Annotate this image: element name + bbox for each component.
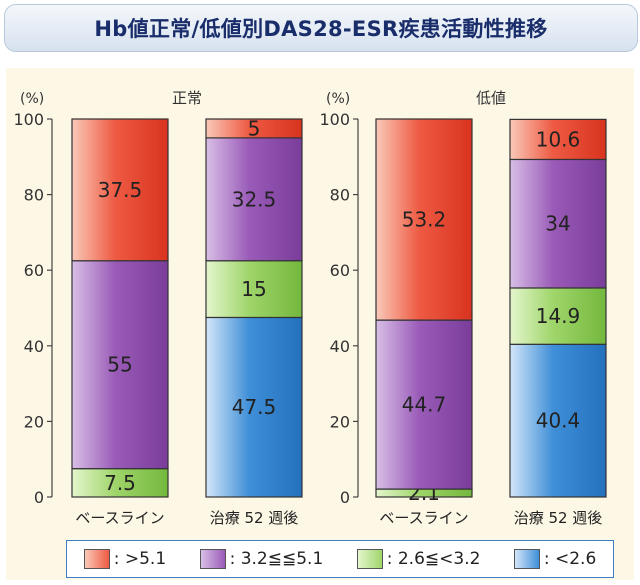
x-category-label: ベースライン <box>75 509 164 527</box>
data-label: 15 <box>241 277 266 301</box>
y-tick-label: 60 <box>24 261 44 280</box>
legend-swatch-remission <box>513 549 540 569</box>
legend-label-moderate: : 3.2≦≦5.1 <box>229 549 324 569</box>
data-label: 10.6 <box>536 127 581 151</box>
y-tick-label: 20 <box>330 412 350 431</box>
chart-title: Hb値正常/低値別DAS28-ESR疾患活動性推移 <box>4 4 638 52</box>
y-tick-label: 40 <box>24 337 44 356</box>
data-label: 44.7 <box>402 393 447 417</box>
legend-swatch-moderate <box>199 549 226 569</box>
legend-item-remission: : <2.6 <box>513 549 597 569</box>
bar-segment-remission <box>205 316 303 498</box>
bar-segment-high <box>375 118 473 321</box>
bar-segment-moderate <box>375 319 473 490</box>
legend-label-remission: : <2.6 <box>543 549 597 569</box>
y-tick-label: 100 <box>319 110 350 129</box>
data-label: 40.4 <box>536 409 581 433</box>
data-label: 14.9 <box>536 304 581 328</box>
legend-label-low: : 2.6≦<3.2 <box>386 549 481 569</box>
panel-title: 正常 <box>172 89 202 107</box>
y-axis-unit: (%) <box>20 91 44 107</box>
bar-segment-moderate <box>205 137 303 262</box>
x-category-label: ベースライン <box>379 509 468 527</box>
data-label: 53.2 <box>402 208 447 232</box>
data-label: 32.5 <box>232 187 277 211</box>
data-label: 5 <box>248 116 261 140</box>
legend-label-high: : >5.1 <box>113 549 167 569</box>
x-category-label: 治療 52 週後 <box>514 509 603 527</box>
legend-item-moderate: : 3.2≦≦5.1 <box>199 549 324 569</box>
bar-segment-high <box>205 118 303 139</box>
legend-swatch-low <box>356 549 383 569</box>
x-category-label: 治療 52 週後 <box>210 509 299 527</box>
data-label: 37.5 <box>98 178 143 202</box>
data-label: 47.5 <box>232 395 277 419</box>
bar-segment-high <box>509 118 607 161</box>
chart-legend: : >5.1 : 3.2≦≦5.1 : 2.6≦<3.2 : <2.6 <box>66 540 614 578</box>
y-tick-label: 40 <box>330 337 350 356</box>
y-axis-unit: (%) <box>326 91 350 107</box>
y-tick-label: 0 <box>340 488 350 507</box>
y-tick-label: 100 <box>13 110 44 129</box>
y-tick-label: 80 <box>330 186 350 205</box>
legend-item-high: : >5.1 <box>83 549 167 569</box>
y-tick-label: 20 <box>24 412 44 431</box>
bar-segment-moderate <box>71 260 169 470</box>
bar-segment-remission <box>509 343 607 498</box>
data-label: 7.5 <box>104 471 136 495</box>
data-label: 34 <box>545 212 570 236</box>
bar-segment-high <box>71 118 169 262</box>
bar-segment-low <box>205 260 303 319</box>
data-label: 55 <box>107 353 132 377</box>
bar-segment-moderate <box>509 158 607 289</box>
bar-segment-low <box>71 468 169 498</box>
legend-item-low: : 2.6≦<3.2 <box>356 549 481 569</box>
bar-segment-low <box>509 287 607 345</box>
y-tick-label: 0 <box>34 488 44 507</box>
y-tick-label: 60 <box>330 261 350 280</box>
panel-title: 低値 <box>476 89 506 107</box>
legend-swatch-high <box>83 549 110 569</box>
y-tick-label: 80 <box>24 186 44 205</box>
